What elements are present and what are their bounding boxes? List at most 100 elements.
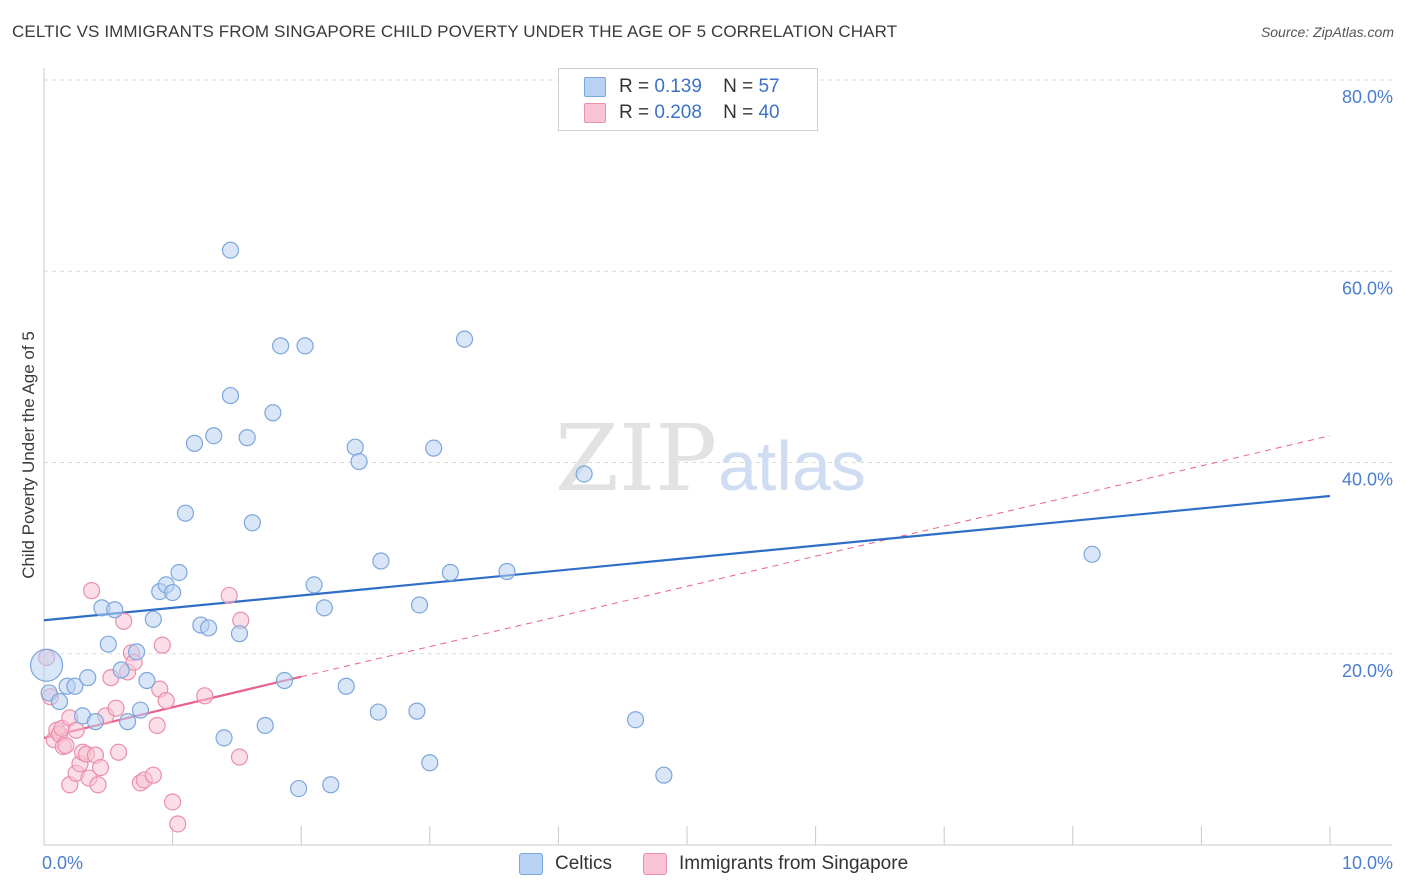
watermark: ZIP atlas xyxy=(555,405,866,512)
celtics-point xyxy=(176,504,195,522)
celtics-point xyxy=(264,404,282,422)
celtics-point xyxy=(164,583,182,602)
celtics-point xyxy=(626,711,645,729)
stats-text-celtics: R = 0.139 N = 57 xyxy=(619,76,780,97)
legend-celtics-label: Celtics xyxy=(555,853,613,874)
celtics-point xyxy=(238,429,256,447)
x-tick-label: 10.0% xyxy=(1342,853,1393,873)
celtics-point xyxy=(205,427,223,445)
watermark-atlas: atlas xyxy=(718,427,866,505)
tick-labels: 20.0% 40.0% 60.0% 80.0% 0.0% 10.0% xyxy=(42,87,1393,873)
data-points xyxy=(29,241,1101,833)
chart-source: Source: ZipAtlas.com xyxy=(1260,24,1394,40)
celtics-point xyxy=(290,779,308,798)
celtics-point xyxy=(127,643,146,661)
celtics-point xyxy=(138,671,156,690)
grid-lines xyxy=(44,79,1392,655)
singapore-trendline-extended xyxy=(301,435,1331,678)
legend-singapore-swatch xyxy=(643,853,667,875)
singapore-n-value: 40 xyxy=(758,102,780,123)
y-axis-label: Child Poverty Under the Age of 5 xyxy=(19,331,38,579)
celtics-trendline xyxy=(43,494,1331,622)
celtics-point xyxy=(421,754,439,772)
singapore-point xyxy=(144,766,162,784)
singapore-point xyxy=(67,721,85,739)
celtics-point xyxy=(170,563,188,582)
singapore-point xyxy=(89,776,107,794)
celtics-point xyxy=(296,337,314,355)
celtics-n-value: 57 xyxy=(758,76,780,97)
celtics-point xyxy=(410,596,429,614)
celtics-point xyxy=(86,713,105,731)
celtics-point xyxy=(372,552,390,570)
celtics-point xyxy=(221,241,240,259)
y-tick-label: 60.0% xyxy=(1342,278,1393,298)
celtics-r-value: 0.139 xyxy=(654,76,702,97)
celtics-point xyxy=(131,701,150,719)
singapore-point xyxy=(57,736,75,755)
y-tick-label: 40.0% xyxy=(1342,470,1393,490)
celtics-point xyxy=(29,648,64,682)
y-tick-label: 80.0% xyxy=(1342,87,1393,107)
y-tick-label: 20.0% xyxy=(1342,661,1393,681)
legend-celtics-swatch xyxy=(519,853,543,875)
celtics-point xyxy=(408,702,426,720)
singapore-swatch xyxy=(584,103,606,123)
celtics-point xyxy=(272,337,290,355)
singapore-point xyxy=(153,636,171,654)
singapore-trendline xyxy=(43,675,302,739)
celtics-point xyxy=(66,677,84,695)
singapore-point xyxy=(196,687,214,705)
singapore-point xyxy=(230,748,249,766)
celtics-point xyxy=(322,776,340,794)
celtics-point xyxy=(1083,545,1101,563)
singapore-point xyxy=(148,716,166,735)
x-tick-label: 0.0% xyxy=(42,853,83,873)
celtics-swatch xyxy=(584,77,606,97)
singapore-point xyxy=(91,758,110,777)
legend-singapore-label: Immigrants from Singapore xyxy=(679,853,909,874)
celtics-point xyxy=(106,601,124,619)
celtics-point xyxy=(425,439,443,457)
celtics-point xyxy=(337,677,355,695)
bottom-legend: Celtics Immigrants from Singapore xyxy=(0,850,1406,878)
celtics-point xyxy=(315,599,333,617)
celtics-point xyxy=(305,576,323,594)
legend-item-celtics: Celtics xyxy=(519,850,612,878)
celtics-point xyxy=(118,713,137,731)
singapore-point xyxy=(164,793,182,811)
celtics-point xyxy=(498,562,516,581)
celtics-point xyxy=(144,610,162,628)
celtics-point xyxy=(369,703,387,721)
celtics-point xyxy=(215,729,233,747)
singapore-point xyxy=(115,612,133,630)
celtics-point xyxy=(99,635,117,653)
singapore-point xyxy=(157,692,175,710)
celtics-point xyxy=(455,330,474,348)
celtics-point xyxy=(50,692,69,711)
legend-item-singapore: Immigrants from Singapore xyxy=(643,850,908,878)
celtics-point xyxy=(243,514,261,532)
trendlines xyxy=(43,435,1331,739)
celtics-point xyxy=(346,438,364,456)
celtics-point xyxy=(200,619,218,637)
singapore-point xyxy=(109,743,128,761)
celtics-point xyxy=(112,661,130,679)
celtics-point xyxy=(575,465,593,483)
chart-title: CELTIC VS IMMIGRANTS FROM SINGAPORE CHIL… xyxy=(12,22,898,41)
celtics-point xyxy=(256,716,274,735)
singapore-point xyxy=(82,582,101,600)
celtics-point xyxy=(221,386,240,405)
celtics-point xyxy=(655,766,673,784)
singapore-point xyxy=(107,699,125,717)
singapore-point xyxy=(220,586,238,605)
celtics-point xyxy=(230,625,249,643)
stats-text-singapore: R = 0.208 N = 40 xyxy=(619,102,780,123)
celtics-point xyxy=(79,669,97,687)
celtics-point xyxy=(185,434,204,452)
watermark-zip: ZIP xyxy=(555,405,717,512)
celtics-point xyxy=(350,452,368,471)
celtics-point xyxy=(441,563,459,582)
singapore-r-value: 0.208 xyxy=(654,102,702,123)
